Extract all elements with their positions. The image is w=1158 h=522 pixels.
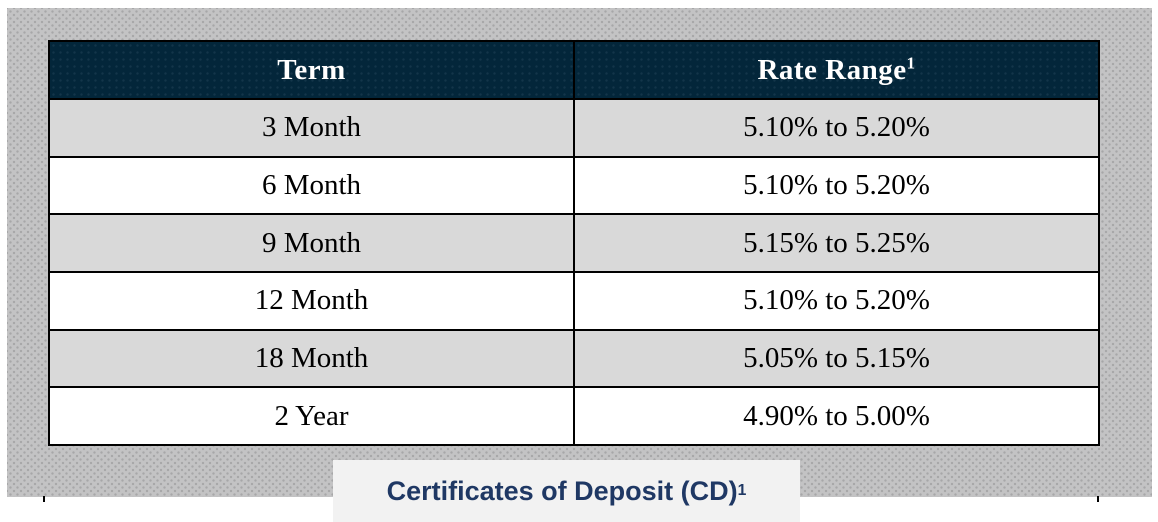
- table-header-row: Term Rate Range1: [48, 40, 1100, 100]
- crop-mark-left: [43, 496, 45, 502]
- table-caption: Certificates of Deposit (CD) 1: [333, 460, 800, 522]
- term-header-label: Term: [277, 53, 346, 86]
- table-body: 3 Month 5.10% to 5.20% 6 Month 5.10% to 5.2…: [48, 98, 1100, 446]
- rate-range-header-superscript: 1: [906, 52, 916, 72]
- rate-range-cell: 5.05% to 5.15%: [573, 328, 1100, 389]
- table-row: 18 Month 5.05% to 5.15%: [48, 328, 1100, 389]
- rate-range-header-label: Rate Range: [757, 53, 907, 86]
- term-cell: 12 Month: [48, 270, 575, 331]
- rate-range-cell: 5.15% to 5.25%: [573, 213, 1100, 273]
- term-cell: 2 Year: [48, 386, 575, 446]
- caption-text: Certificates of Deposit (CD): [386, 475, 738, 506]
- table-row: 12 Month 5.10% to 5.20%: [48, 270, 1100, 331]
- term-cell: 9 Month: [48, 213, 575, 273]
- rate-range-cell: 4.90% to 5.00%: [573, 386, 1100, 446]
- term-cell: 18 Month: [48, 328, 575, 389]
- table-row: 2 Year 4.90% to 5.00%: [48, 386, 1100, 446]
- term-cell: 3 Month: [48, 98, 575, 158]
- table-row: 6 Month 5.10% to 5.20%: [48, 155, 1100, 216]
- column-header-term: Term: [48, 40, 575, 100]
- column-header-rate-range: Rate Range1: [573, 40, 1100, 100]
- table-row: 3 Month 5.10% to 5.20%: [48, 98, 1100, 158]
- cd-rates-table: Term Rate Range1 3 Month 5.10% to 5.20% 6 …: [48, 40, 1100, 446]
- rate-range-cell: 5.10% to 5.20%: [573, 98, 1100, 158]
- rate-range-cell: 5.10% to 5.20%: [573, 270, 1100, 331]
- term-cell: 6 Month: [48, 155, 575, 216]
- crop-mark-right: [1097, 496, 1099, 502]
- table-row: 9 Month 5.15% to 5.25%: [48, 213, 1100, 273]
- rate-range-cell: 5.10% to 5.20%: [573, 155, 1100, 216]
